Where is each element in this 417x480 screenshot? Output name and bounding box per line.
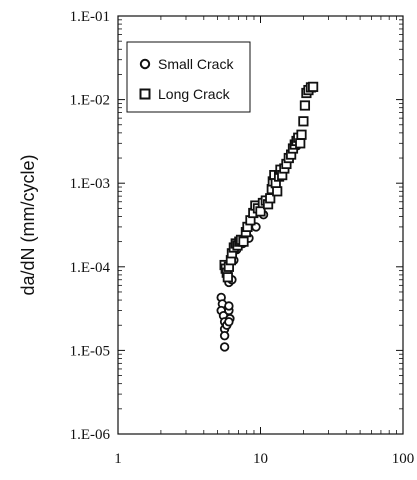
data-point-long-crack bbox=[298, 116, 309, 127]
data-point-long-crack bbox=[299, 100, 311, 111]
y-tick-label: 1.E-06 bbox=[70, 427, 111, 443]
legend-marker-small-crack bbox=[139, 58, 151, 70]
data-point-long-crack bbox=[222, 272, 233, 283]
x-tick-label: 100 bbox=[392, 451, 415, 467]
legend-box bbox=[126, 41, 251, 113]
y-tick-label: 1.E-01 bbox=[70, 9, 110, 25]
series-long-crack bbox=[219, 81, 319, 283]
data-point-long-crack bbox=[308, 81, 319, 92]
data-point-small-crack bbox=[224, 317, 234, 327]
data-point-long-crack bbox=[272, 186, 283, 197]
data-point-long-crack bbox=[238, 236, 249, 247]
data-point-long-crack bbox=[296, 129, 307, 140]
y-tick-label: 1.E-03 bbox=[70, 176, 110, 192]
y-tick-labels: 1.E-06 1.E-05 1.E-04 1.E-03 1.E-02 1.E-01 bbox=[70, 9, 111, 443]
x-tick-label: 10 bbox=[253, 451, 268, 467]
x-tick-label: 1 bbox=[114, 451, 122, 467]
legend-marker-long-crack bbox=[139, 88, 151, 100]
y-tick-label: 1.E-04 bbox=[70, 260, 111, 276]
legend-label-small-crack: Small Crack bbox=[158, 56, 234, 72]
y-tick-label: 1.E-02 bbox=[70, 93, 110, 109]
data-point-small-crack bbox=[224, 301, 234, 311]
y-tick-label: 1.E-05 bbox=[70, 343, 110, 359]
axis-ticks bbox=[117, 15, 404, 435]
data-point-long-crack bbox=[295, 138, 306, 149]
y-axis-label: da/dN (mm/cycle) bbox=[18, 154, 38, 295]
legend-label-long-crack: Long Crack bbox=[158, 86, 231, 102]
legend: Small Crack Long Crack bbox=[126, 41, 251, 113]
data-point-small-crack bbox=[219, 330, 230, 341]
data-point-small-crack bbox=[219, 342, 230, 352]
series-layer bbox=[216, 81, 319, 352]
x-tick-labels: 1 10 100 bbox=[114, 451, 414, 467]
